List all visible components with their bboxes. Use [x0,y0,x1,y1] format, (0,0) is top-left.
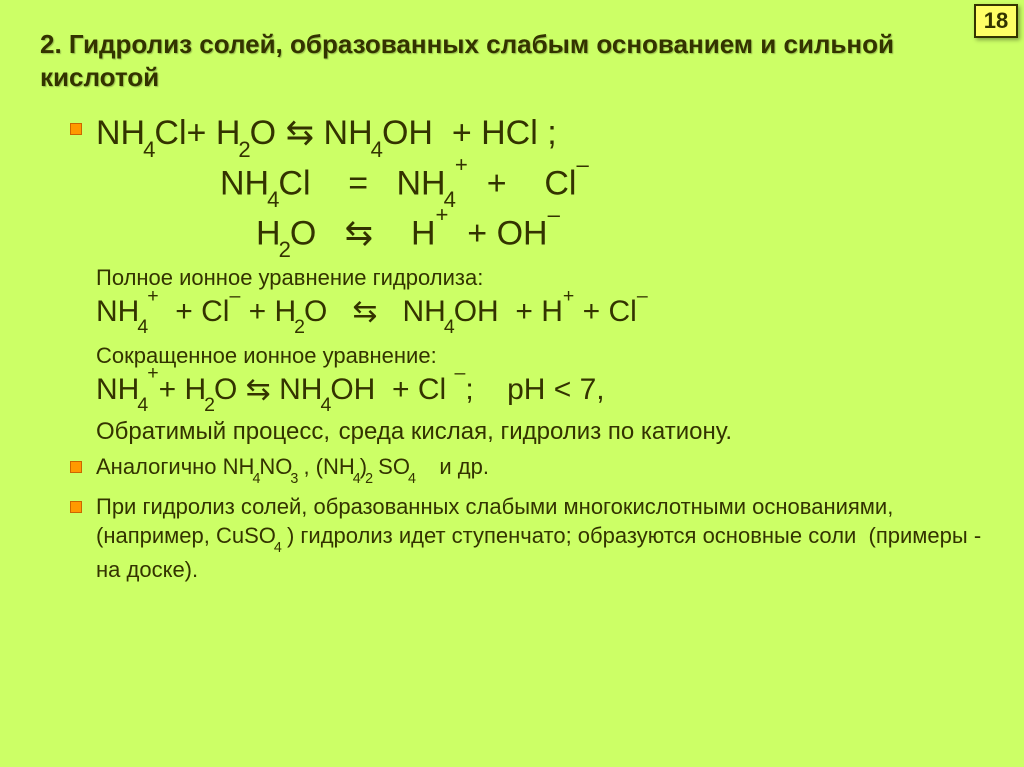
page-number-badge: 18 [974,4,1018,38]
bullet-1: NH4Cl+ H2O ⇆ NH4OH + HCl ; NH4Cl = NH4+ … [70,111,984,446]
bullet-icon [70,501,82,513]
slide: 18 2. Гидролиз солей, образованных слабы… [0,0,1024,767]
bullet-2-text: Аналогично NH4NO3 , (NH4)2 SO4 и др. [96,452,489,486]
bullet-3-text: При гидролиз солей, образованных слабыми… [96,492,984,585]
bullet-icon [70,123,82,135]
equation-1: NH4Cl+ H2O ⇆ NH4OH + HCl ; [96,111,984,160]
slide-content: NH4Cl+ H2O ⇆ NH4OH + HCl ; NH4Cl = NH4+ … [40,111,984,585]
slide-title: 2. Гидролиз солей, образованных слабым о… [40,28,984,93]
equation-5: NH4++ H2O ⇆ NH4OH + Cl –; pH < 7, [96,369,984,414]
equation-4: NH4+ + Cl– + H2O ⇆ NH4OH + H+ + Cl– [96,291,984,336]
bullet-icon [70,461,82,473]
equation-2: NH4Cl = NH4+ + Cl– [96,160,984,210]
label-short-ionic: Сокращенное ионное уравнение: [96,343,984,369]
bullet-2: Аналогично NH4NO3 , (NH4)2 SO4 и др. [70,452,984,486]
note-line: Обратимый процесс, среда кислая, гидроли… [96,418,984,446]
bullet-3: При гидролиз солей, образованных слабыми… [70,492,984,585]
equation-3: H2O ⇆ H+ + OH– [96,210,984,260]
